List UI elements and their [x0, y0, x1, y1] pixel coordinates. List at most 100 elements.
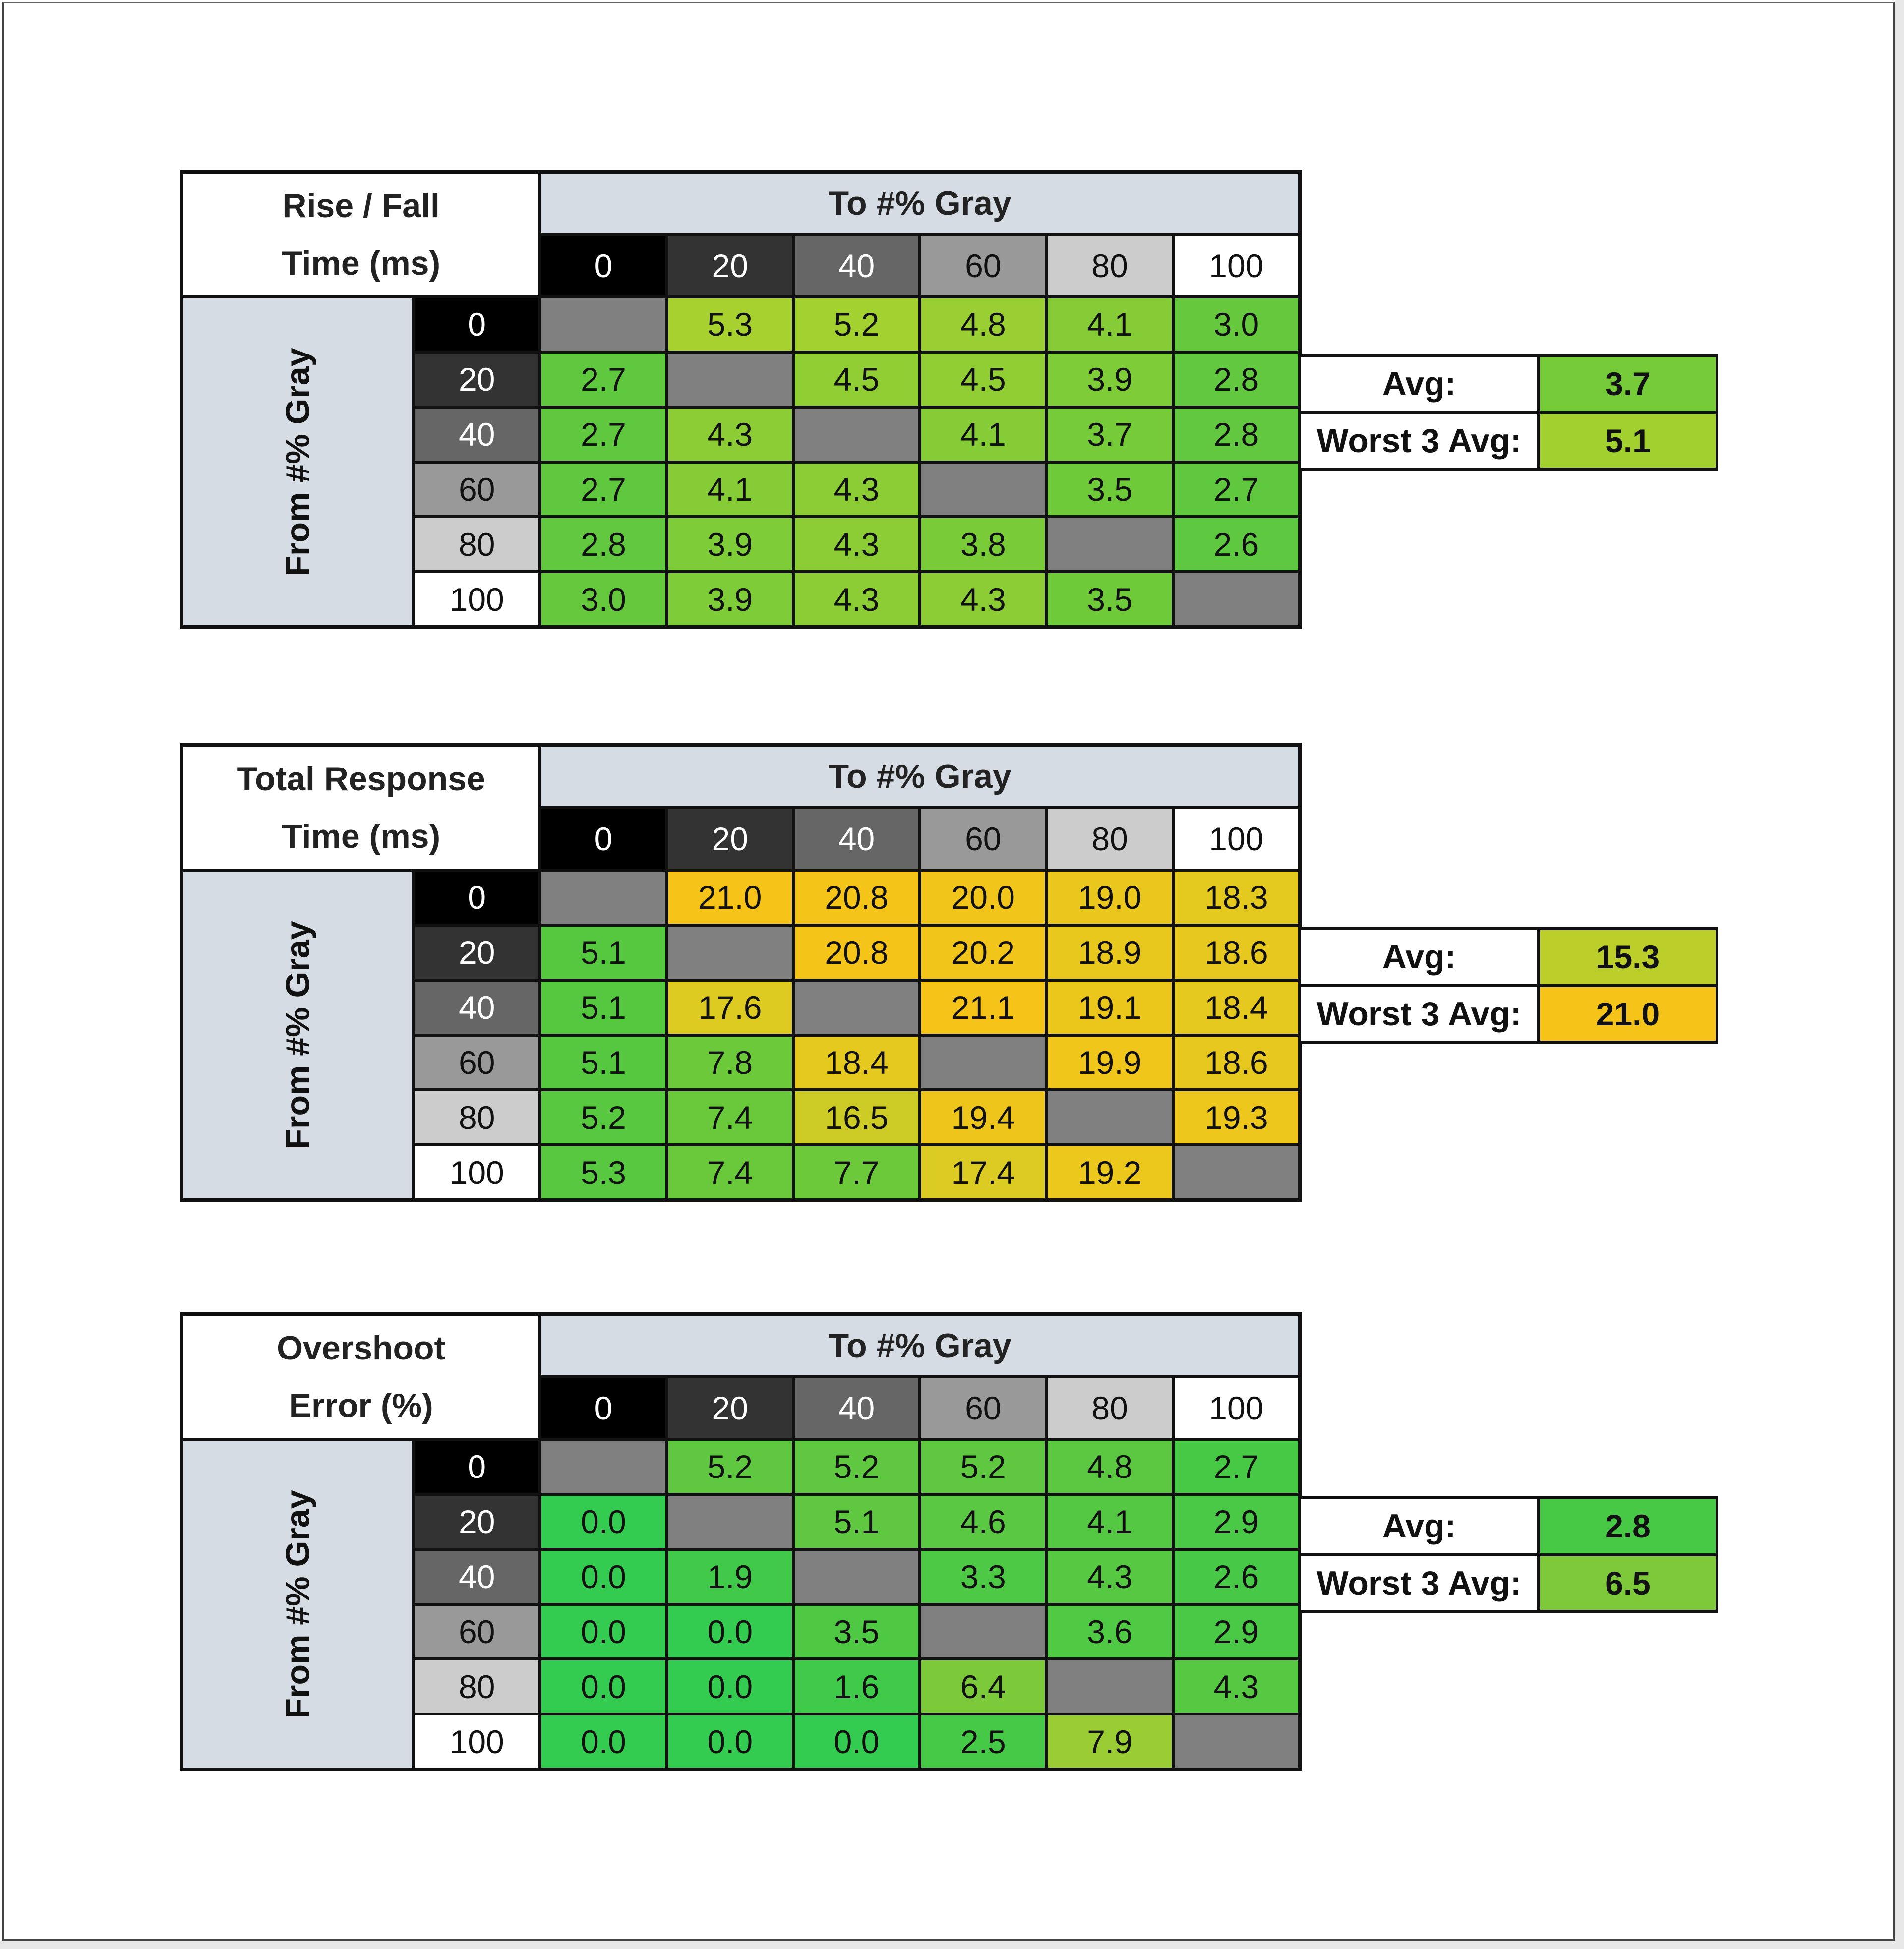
- column-header: 40: [794, 236, 919, 295]
- column-header: 0: [541, 809, 665, 869]
- data-cell: 3.3: [921, 1550, 1045, 1603]
- summary-box: Avg: 3.7 Worst 3 Avg: 5.1: [1301, 354, 1718, 471]
- row-header: 40: [415, 408, 539, 461]
- data-cell: 4.3: [668, 408, 792, 461]
- diagonal-cell: [794, 1550, 919, 1603]
- data-cell: 16.5: [794, 1091, 919, 1144]
- diagonal-cell: [1174, 573, 1298, 625]
- table-title-line2: Error (%): [289, 1387, 433, 1424]
- data-cell: 3.5: [1048, 463, 1172, 516]
- data-cell: 21.0: [668, 872, 792, 924]
- data-cell: 2.6: [1174, 518, 1298, 571]
- avg-label: Avg:: [1301, 1499, 1537, 1553]
- column-header: 20: [668, 809, 792, 869]
- table-title: Overshoot Error (%): [183, 1316, 539, 1438]
- data-cell: 2.6: [1174, 1550, 1298, 1603]
- data-cell: 19.2: [1048, 1146, 1172, 1198]
- worst-3-avg-value: 5.1: [1540, 413, 1716, 468]
- data-cell: 5.1: [794, 1495, 919, 1548]
- avg-value: 3.7: [1540, 356, 1716, 411]
- worst-3-avg-value: 21.0: [1540, 987, 1716, 1041]
- data-cell: 4.6: [921, 1495, 1045, 1548]
- data-cell: 19.1: [1048, 981, 1172, 1034]
- from-gray-label: From #% Gray: [279, 347, 317, 577]
- data-cell: 4.5: [921, 353, 1045, 406]
- data-table: Rise / Fall Time (ms) To #% Gray 0 20 40 60 80 1…: [180, 170, 1302, 629]
- data-cell: 4.3: [794, 463, 919, 516]
- column-header: 100: [1174, 236, 1298, 295]
- data-cell: 20.8: [794, 926, 919, 979]
- data-cell: 20.2: [921, 926, 1045, 979]
- column-header: 40: [794, 809, 919, 869]
- column-header: 100: [1174, 1378, 1298, 1438]
- column-header: 20: [668, 1378, 792, 1438]
- data-cell: 18.6: [1174, 926, 1298, 979]
- data-cell: 21.1: [921, 981, 1045, 1034]
- column-header: 20: [668, 236, 792, 295]
- table-title: Total Response Time (ms): [183, 747, 539, 869]
- row-header: 40: [415, 981, 539, 1034]
- data-cell: 7.8: [668, 1036, 792, 1089]
- data-cell: 0.0: [541, 1660, 665, 1713]
- data-cell: 7.9: [1048, 1715, 1172, 1768]
- diagonal-cell: [541, 298, 665, 351]
- from-gray-header: From #% Gray: [183, 1441, 413, 1768]
- data-cell: 3.8: [921, 518, 1045, 571]
- diagonal-cell: [794, 408, 919, 461]
- data-cell: 5.1: [541, 926, 665, 979]
- data-cell: 4.8: [921, 298, 1045, 351]
- data-cell: 5.3: [668, 298, 792, 351]
- data-cell: 2.7: [1174, 463, 1298, 516]
- row-header: 60: [415, 1036, 539, 1089]
- diagonal-cell: [1048, 1660, 1172, 1713]
- column-header: 60: [921, 1378, 1045, 1438]
- data-cell: 0.0: [794, 1715, 919, 1768]
- row-header: 20: [415, 353, 539, 406]
- diagonal-cell: [1048, 1091, 1172, 1144]
- data-cell: 4.5: [794, 353, 919, 406]
- data-cell: 0.0: [668, 1715, 792, 1768]
- data-cell: 3.9: [668, 573, 792, 625]
- data-cell: 3.0: [1174, 298, 1298, 351]
- column-header: 60: [921, 236, 1045, 295]
- data-cell: 7.4: [668, 1091, 792, 1144]
- table-title: Rise / Fall Time (ms): [183, 174, 539, 295]
- worst-3-avg-label: Worst 3 Avg:: [1301, 1556, 1537, 1610]
- data-cell: 7.4: [668, 1146, 792, 1198]
- diagonal-cell: [668, 926, 792, 979]
- data-cell: 19.4: [921, 1091, 1045, 1144]
- data-cell: 0.0: [541, 1605, 665, 1658]
- table-title-line2: Time (ms): [282, 244, 441, 282]
- data-cell: 2.7: [541, 408, 665, 461]
- row-header: 100: [415, 1715, 539, 1768]
- data-cell: 4.3: [794, 518, 919, 571]
- data-cell: 18.9: [1048, 926, 1172, 979]
- row-header: 60: [415, 463, 539, 516]
- data-cell: 17.4: [921, 1146, 1045, 1198]
- diagonal-cell: [1174, 1715, 1298, 1768]
- worst-3-avg-label: Worst 3 Avg:: [1301, 987, 1537, 1041]
- data-cell: 1.9: [668, 1550, 792, 1603]
- data-cell: 18.4: [1174, 981, 1298, 1034]
- data-cell: 0.0: [541, 1715, 665, 1768]
- data-cell: 17.6: [668, 981, 792, 1034]
- column-header: 60: [921, 809, 1045, 869]
- data-cell: 0.0: [668, 1660, 792, 1713]
- diagonal-cell: [794, 981, 919, 1034]
- from-gray-header: From #% Gray: [183, 872, 413, 1198]
- data-cell: 18.6: [1174, 1036, 1298, 1089]
- data-cell: 3.7: [1048, 408, 1172, 461]
- table-title-line1: Total Response: [237, 760, 485, 798]
- data-cell: 2.9: [1174, 1495, 1298, 1548]
- data-cell: 3.5: [1048, 573, 1172, 625]
- column-header: 80: [1048, 236, 1172, 295]
- data-cell: 3.6: [1048, 1605, 1172, 1658]
- column-header: 80: [1048, 809, 1172, 869]
- data-cell: 5.1: [541, 981, 665, 1034]
- data-cell: 3.9: [668, 518, 792, 571]
- data-cell: 4.1: [668, 463, 792, 516]
- data-cell: 1.6: [794, 1660, 919, 1713]
- data-cell: 3.5: [794, 1605, 919, 1658]
- table-title-line2: Time (ms): [282, 818, 441, 855]
